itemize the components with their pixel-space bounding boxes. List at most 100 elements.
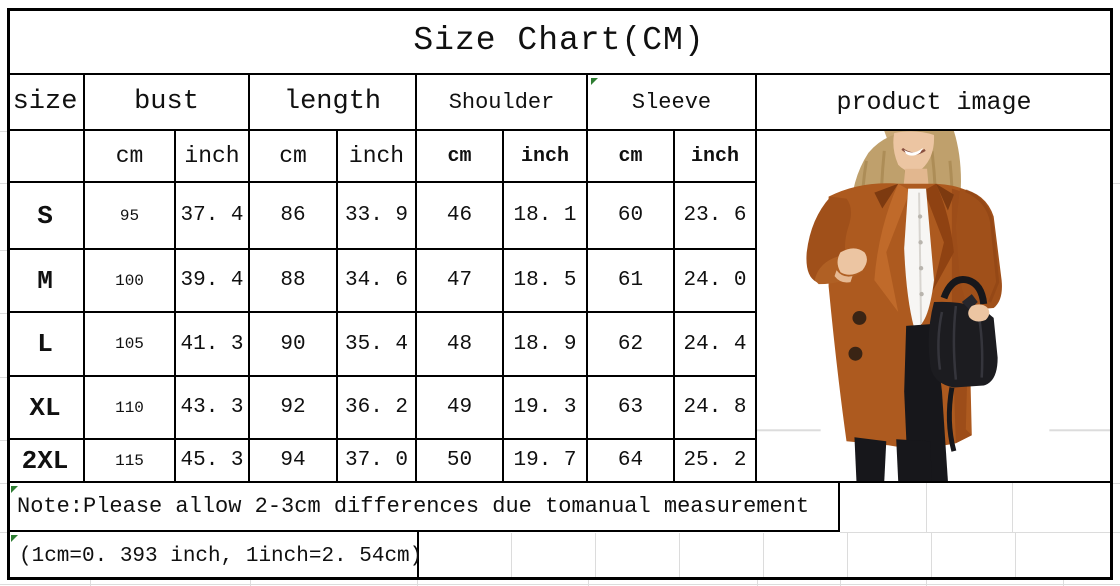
gridline	[0, 131, 7, 132]
gridline	[0, 313, 7, 314]
cell-length-cm: 92	[250, 377, 338, 440]
subheader-shoulder-inch: inch	[504, 131, 588, 183]
gridline	[1063, 580, 1064, 586]
gridline	[757, 580, 758, 586]
gridline	[926, 483, 927, 532]
subheader-sleeve-cm: cm	[588, 131, 675, 183]
gridline	[90, 580, 91, 586]
cell-length-inch: 35. 4	[338, 313, 417, 377]
gridline	[0, 183, 7, 184]
cell-sleeve-cm: 61	[588, 250, 675, 313]
cell-bust-inch: 43. 3	[176, 377, 250, 440]
cell-bust-inch: 41. 3	[176, 313, 250, 377]
column-header-sleeve: Sleeve	[588, 75, 757, 131]
cell-bust-inch: 39. 4	[176, 250, 250, 313]
empty-cell	[7, 131, 85, 183]
column-header-shoulder: Shoulder	[417, 75, 588, 131]
cell-shoulder-inch: 19. 3	[504, 377, 588, 440]
cell-length-cm: 86	[250, 183, 338, 250]
cell-length-cm: 88	[250, 250, 338, 313]
gridline	[595, 533, 596, 578]
measurement-note: Note:Please allow 2-3cm differences due …	[7, 483, 840, 532]
cell-shoulder-inch: 18. 1	[504, 183, 588, 250]
gridline	[0, 584, 1120, 585]
cell-sleeve-inch: 24. 0	[675, 250, 757, 313]
cell-sleeve-cm: 62	[588, 313, 675, 377]
product-image-cell	[757, 131, 1113, 483]
cell-shoulder-cm: 50	[417, 440, 504, 483]
cell-comment-marker	[11, 486, 18, 493]
cell-shoulder-inch: 19. 7	[504, 440, 588, 483]
gridline	[1015, 533, 1016, 578]
column-header-size: size	[7, 75, 85, 131]
cell-sleeve-inch: 24. 4	[675, 313, 757, 377]
gridline	[847, 533, 848, 578]
cell-shoulder-cm: 49	[417, 377, 504, 440]
cell-bust-cm: 110	[85, 377, 176, 440]
gridline	[0, 377, 7, 378]
column-header-bust: bust	[85, 75, 250, 131]
gridline	[1113, 483, 1120, 484]
cell-sleeve-cm: 60	[588, 183, 675, 250]
cell-bust-cm: 105	[85, 313, 176, 377]
cell-sleeve-inch: 23. 6	[675, 183, 757, 250]
row-size-label: L	[7, 313, 85, 377]
cell-bust-inch: 37. 4	[176, 183, 250, 250]
gridline	[926, 580, 927, 586]
cell-shoulder-cm: 47	[417, 250, 504, 313]
gridline	[1113, 183, 1120, 184]
gridline	[0, 440, 7, 441]
gridline	[840, 532, 1110, 533]
cell-comment-marker	[591, 78, 598, 85]
subheader-shoulder-cm: cm	[417, 131, 504, 183]
unit-conversion-note: (1cm=0. 393 inch, 1inch=2. 54cm)	[7, 532, 422, 580]
cell-bust-cm: 115	[85, 440, 176, 483]
gridline	[0, 483, 7, 484]
cell-bust-cm: 95	[85, 183, 176, 250]
subheader-bust-cm: cm	[85, 131, 176, 183]
gridline	[511, 533, 512, 578]
cell-shoulder-cm: 46	[417, 183, 504, 250]
cell-sleeve-inch: 24. 8	[675, 377, 757, 440]
cell-length-inch: 37. 0	[338, 440, 417, 483]
subheader-sleeve-inch: inch	[675, 131, 757, 183]
cell-length-inch: 36. 2	[338, 377, 417, 440]
cell-length-cm: 90	[250, 313, 338, 377]
size-table: Size Chart(CM) size bust length Shoulder…	[7, 8, 1113, 483]
subheader-length-inch: inch	[338, 131, 417, 183]
gridline	[588, 580, 589, 586]
cell-shoulder-cm: 48	[417, 313, 504, 377]
page-title: Size Chart(CM)	[7, 8, 1113, 75]
subheader-length-cm: cm	[250, 131, 338, 183]
gridline	[417, 580, 418, 586]
gridline	[679, 533, 680, 578]
column-header-length: length	[250, 75, 417, 131]
gridline	[0, 250, 7, 251]
subheader-bust-inch: inch	[176, 131, 250, 183]
cell-length-inch: 34. 6	[338, 250, 417, 313]
gridline	[931, 533, 932, 578]
gridline	[840, 580, 841, 586]
row-size-label: M	[7, 250, 85, 313]
cell-sleeve-cm: 64	[588, 440, 675, 483]
cell-shoulder-inch: 18. 5	[504, 250, 588, 313]
cell-comment-marker	[11, 535, 18, 542]
row-size-label: S	[7, 183, 85, 250]
gridline	[1012, 483, 1013, 532]
cell-sleeve-cm: 63	[588, 377, 675, 440]
cell-bust-cm: 100	[85, 250, 176, 313]
gridline	[1113, 532, 1120, 533]
column-header-product-image: product image	[757, 75, 1113, 131]
cell-length-inch: 33. 9	[338, 183, 417, 250]
cell-bust-inch: 45. 3	[176, 440, 250, 483]
gridline	[250, 580, 251, 586]
cell-shoulder-inch: 18. 9	[504, 313, 588, 377]
gridline	[0, 532, 7, 533]
row-size-label: 2XL	[7, 440, 85, 483]
cell-sleeve-inch: 25. 2	[675, 440, 757, 483]
product-photo	[757, 131, 1111, 481]
gridline	[763, 533, 764, 578]
row-size-label: XL	[7, 377, 85, 440]
cell-length-cm: 94	[250, 440, 338, 483]
